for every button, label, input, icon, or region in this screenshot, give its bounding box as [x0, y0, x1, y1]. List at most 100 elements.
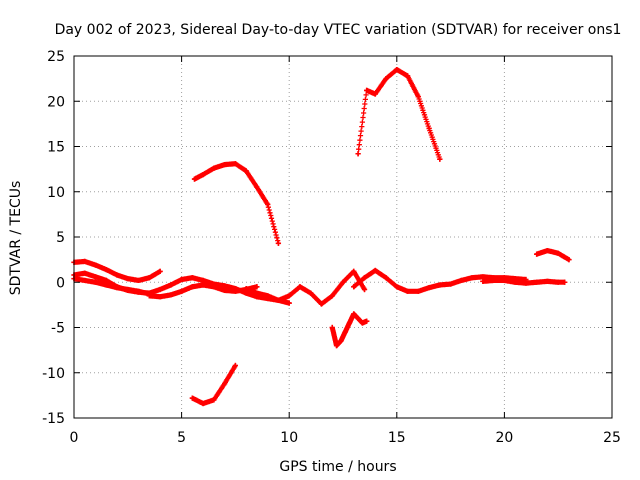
- x-axis-label: GPS time / hours: [279, 459, 396, 475]
- series-arc-high-1: [191, 161, 282, 246]
- data-point: [114, 272, 120, 278]
- data-point: [383, 275, 389, 281]
- data-point: [437, 156, 443, 162]
- x-tick-label: 0: [70, 430, 79, 446]
- y-tick-label: 5: [56, 230, 65, 246]
- y-tick-label: 10: [47, 185, 65, 201]
- data-point: [448, 281, 454, 287]
- data-point: [555, 250, 561, 256]
- data-point: [361, 275, 368, 281]
- data-point: [329, 324, 335, 331]
- data-point: [394, 66, 400, 73]
- data-point: [458, 277, 464, 284]
- data-point: [211, 397, 217, 403]
- data-point: [222, 283, 228, 289]
- data-point: [351, 311, 357, 317]
- data-point: [103, 266, 109, 273]
- y-tick-label: 25: [47, 49, 65, 65]
- data-point: [355, 151, 361, 157]
- data-point: [179, 288, 185, 294]
- data-point: [146, 293, 152, 299]
- data-point: [286, 300, 292, 306]
- data-point: [103, 277, 109, 284]
- data-point: [168, 292, 174, 298]
- data-point: [243, 168, 249, 174]
- data-point: [222, 381, 228, 387]
- data-point: [82, 258, 88, 265]
- chart-title: Day 002 of 2023, Sidereal Day-to-day VTE…: [55, 22, 622, 38]
- data-point: [338, 338, 344, 344]
- data-point: [157, 294, 163, 300]
- data-point: [534, 251, 540, 257]
- y-tick-label: 0: [56, 275, 65, 291]
- data-point: [275, 240, 282, 246]
- data-point: [157, 286, 163, 293]
- data-point: [191, 176, 198, 182]
- data-point: [562, 279, 568, 285]
- data-point: [92, 274, 99, 280]
- plot-border: [73, 55, 613, 419]
- data-point: [340, 279, 346, 285]
- data-point: [200, 400, 206, 407]
- data-point: [404, 288, 411, 294]
- plot-area: [71, 66, 572, 407]
- y-tick-label: 15: [47, 140, 65, 156]
- data-point: [254, 284, 260, 290]
- y-tick-label: -5: [51, 321, 65, 337]
- series-arc-low-5: [243, 268, 368, 307]
- series-markers: [243, 268, 368, 307]
- data-point: [189, 284, 195, 290]
- series-arc-late: [534, 247, 572, 263]
- data-point: [544, 247, 551, 254]
- x-tick-label: 5: [177, 430, 186, 446]
- data-point: [534, 279, 540, 285]
- data-point: [254, 290, 260, 296]
- data-point: [342, 329, 348, 335]
- x-tick-label: 10: [280, 430, 298, 446]
- series-arc-neg: [189, 362, 238, 407]
- series-arc-low-7: [480, 277, 568, 286]
- data-point: [232, 362, 238, 369]
- x-tick-labels: 0 5 10 15 20 25: [70, 430, 621, 446]
- data-point: [297, 284, 303, 290]
- series-arc-low-6: [351, 267, 529, 294]
- data-point: [168, 282, 174, 288]
- data-point: [359, 320, 365, 326]
- x-tick-label: 25: [603, 430, 621, 446]
- data-point: [92, 279, 99, 285]
- data-point: [544, 278, 551, 284]
- data-point: [125, 276, 131, 282]
- y-tick-label: 20: [47, 94, 65, 110]
- data-point: [308, 290, 314, 296]
- data-point: [232, 288, 238, 294]
- data-point: [103, 282, 109, 288]
- series-markers: [329, 311, 370, 349]
- data-point: [211, 284, 217, 290]
- series-arc-high-2: [355, 66, 443, 162]
- data-point: [426, 125, 432, 131]
- data-point: [329, 293, 335, 299]
- data-point: [566, 257, 572, 263]
- series-arc-low-4: [146, 282, 260, 300]
- data-point: [189, 275, 195, 281]
- data-point: [82, 277, 88, 284]
- data-point: [135, 288, 142, 294]
- y-axis-label: SDTVAR / TECUs: [8, 181, 24, 296]
- data-point: [254, 184, 260, 190]
- data-point: [383, 76, 389, 82]
- data-point: [355, 315, 361, 322]
- data-point: [222, 162, 228, 168]
- data-point: [364, 318, 370, 324]
- data-point: [318, 301, 325, 307]
- data-point: [200, 282, 206, 288]
- data-point: [555, 279, 561, 285]
- data-point: [372, 267, 378, 274]
- data-point: [426, 285, 432, 291]
- x-tick-label: 15: [388, 430, 406, 446]
- data-point: [200, 171, 206, 178]
- series-markers: [534, 248, 572, 263]
- y-tick-label: -10: [42, 366, 65, 382]
- data-point: [232, 161, 238, 167]
- data-point: [243, 285, 249, 292]
- data-point: [480, 278, 486, 284]
